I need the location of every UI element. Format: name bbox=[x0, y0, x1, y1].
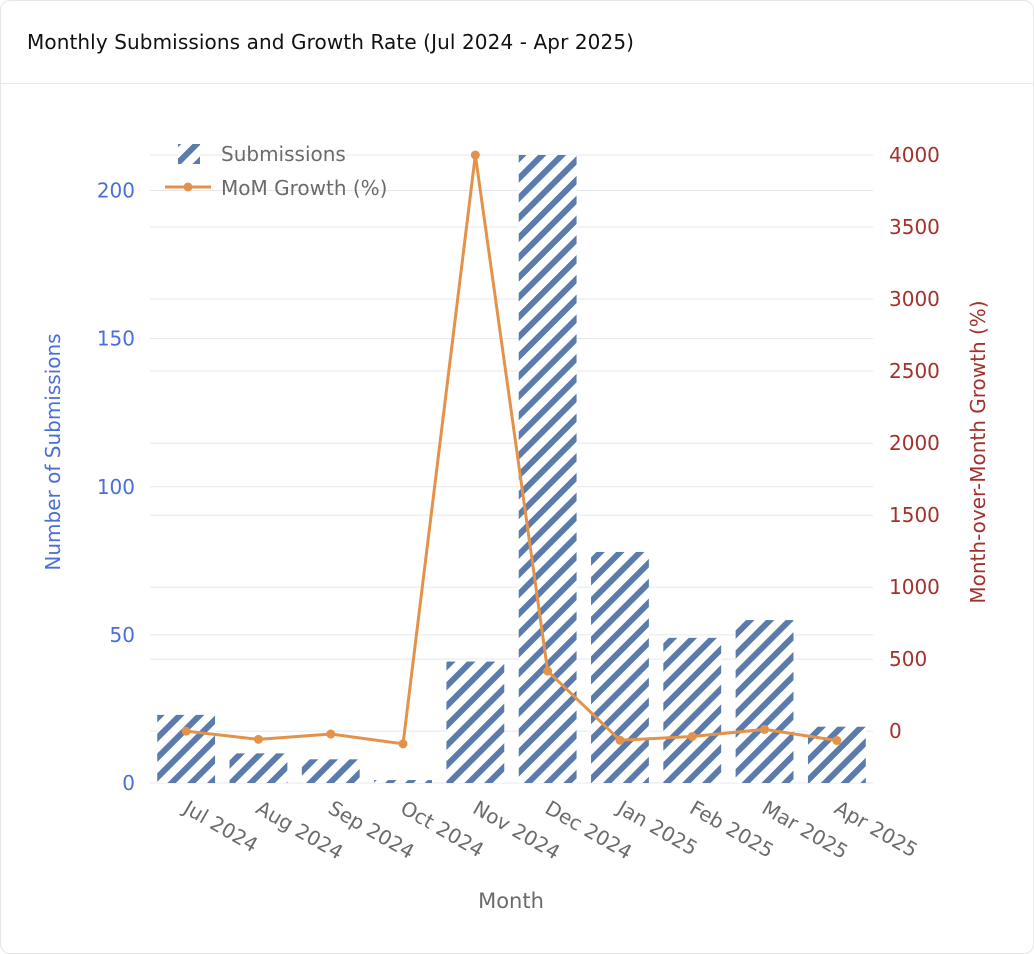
x-axis-label: Month bbox=[478, 889, 544, 913]
y2-tick-label: 4000 bbox=[889, 143, 940, 167]
growth-point bbox=[398, 739, 408, 749]
bar bbox=[446, 661, 505, 783]
line-series bbox=[181, 150, 842, 749]
y-tick-label: 0 bbox=[122, 771, 135, 795]
y2-tick-label: 3500 bbox=[889, 215, 940, 239]
y2-tick-label: 1000 bbox=[889, 575, 940, 599]
legend-label-growth: MoM Growth (%) bbox=[221, 176, 387, 200]
bar bbox=[157, 714, 216, 783]
growth-point bbox=[760, 724, 770, 734]
bar bbox=[735, 620, 794, 783]
growth-point bbox=[181, 726, 191, 736]
growth-line bbox=[185, 153, 838, 746]
bar-series bbox=[157, 155, 866, 783]
y2-tick-label: 500 bbox=[889, 647, 927, 671]
growth-point bbox=[687, 731, 697, 741]
y2-tick-label: 0 bbox=[889, 719, 902, 743]
card-header: Monthly Submissions and Growth Rate (Jul… bbox=[1, 1, 1033, 84]
chart-title: Monthly Submissions and Growth Rate (Jul… bbox=[27, 30, 635, 54]
growth-point bbox=[470, 150, 480, 160]
y2-tick-label: 3000 bbox=[889, 287, 940, 311]
legend-swatch-submissions bbox=[178, 144, 200, 164]
y2-tick-label: 1500 bbox=[889, 503, 940, 527]
bar bbox=[229, 753, 288, 783]
growth-point bbox=[253, 734, 263, 744]
bar bbox=[518, 155, 577, 783]
bar bbox=[591, 551, 649, 783]
y-tick-label: 50 bbox=[110, 623, 135, 647]
growth-point bbox=[543, 666, 553, 676]
y-tick-label: 200 bbox=[97, 179, 135, 203]
legend-swatch-growth-marker bbox=[183, 182, 193, 192]
y2-axis-label: Month-over-Month Growth (%) bbox=[966, 300, 990, 603]
y-tick-label: 100 bbox=[97, 475, 135, 499]
y-tick-label: 150 bbox=[97, 327, 135, 351]
growth-point bbox=[326, 729, 336, 739]
bar bbox=[807, 726, 866, 783]
growth-point bbox=[615, 735, 625, 745]
legend: Submissions MoM Growth (%) bbox=[165, 142, 387, 200]
y2-tick-label: 2000 bbox=[889, 431, 940, 455]
y-axis-label: Number of Submissions bbox=[41, 333, 65, 570]
bar bbox=[374, 780, 432, 783]
growth-point bbox=[832, 736, 842, 746]
bar bbox=[301, 759, 360, 783]
y2-tick-label: 2500 bbox=[889, 359, 940, 383]
bar bbox=[663, 637, 722, 783]
x-tick-label: Jul 2024 bbox=[178, 795, 262, 857]
legend-label-submissions: Submissions bbox=[221, 142, 346, 166]
